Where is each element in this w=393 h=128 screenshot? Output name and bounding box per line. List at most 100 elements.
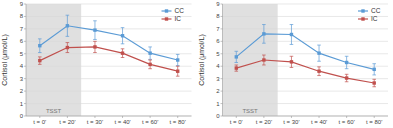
error-bar: [66, 15, 70, 36]
point: [176, 70, 179, 73]
error-cap: [93, 52, 97, 53]
point: [317, 70, 320, 73]
point: [373, 81, 376, 84]
error-cap: [38, 52, 42, 53]
point: [345, 76, 348, 79]
error-bar: [290, 25, 294, 45]
annotation: TSST: [242, 108, 258, 114]
point: [290, 60, 293, 63]
y-tick-label: 3: [20, 76, 24, 82]
error-cap: [176, 66, 180, 67]
error-cap: [66, 36, 70, 37]
error-cap: [262, 43, 266, 44]
y-tick-label: 5: [20, 51, 24, 57]
grid-line: [26, 103, 192, 104]
grid-line: [223, 16, 389, 17]
series-line: [236, 34, 374, 69]
error-cap: [234, 51, 238, 52]
point: [262, 32, 265, 35]
error-cap: [148, 59, 152, 60]
error-cap: [38, 38, 42, 39]
x-tick: [67, 116, 68, 118]
legend: CCIC: [358, 7, 381, 22]
x-tick-label: t = 0': [33, 119, 46, 125]
error-cap: [372, 79, 376, 80]
x-tick: [122, 116, 123, 118]
error-cap: [66, 15, 70, 16]
point: [93, 45, 96, 48]
error-bar: [262, 55, 266, 65]
tsst-band: [26, 4, 81, 116]
point: [66, 24, 69, 27]
y-axis: [26, 4, 27, 116]
y-tick-label: 1: [216, 101, 220, 107]
error-bar: [372, 64, 376, 75]
error-cap: [93, 41, 97, 42]
error-cap: [345, 68, 349, 69]
y-tick-label: 3: [216, 76, 220, 82]
error-cap: [176, 54, 180, 55]
plot-area: [234, 25, 376, 87]
x-tick: [177, 116, 178, 118]
error-cap: [38, 64, 42, 65]
x-tick-label: t = 20': [256, 119, 272, 125]
legend-marker: [361, 9, 364, 12]
error-cap: [234, 62, 238, 63]
point: [317, 51, 320, 54]
x-axis: [223, 116, 389, 117]
y-tick-label: 8: [20, 13, 24, 19]
grid-line: [26, 116, 192, 117]
error-cap: [317, 61, 321, 62]
error-cap: [372, 63, 376, 64]
y-tick-label: 7: [20, 26, 24, 32]
grid-line: [26, 16, 192, 17]
y-tick-label: 0: [20, 113, 24, 119]
error-cap: [372, 86, 376, 87]
x-axis: [26, 116, 192, 117]
error-cap: [148, 68, 152, 69]
legend-label: CC: [371, 7, 381, 14]
error-cap: [121, 27, 125, 28]
error-cap: [372, 74, 376, 75]
series-line: [40, 47, 178, 71]
legend: CCIC: [162, 7, 185, 22]
y-axis-label: Cortisol (μmol/L): [198, 34, 206, 86]
y-tick-label: 4: [216, 63, 220, 69]
y-tick-label: 1: [20, 101, 24, 107]
x-tick: [291, 116, 292, 118]
y-tick-label: 9: [20, 1, 24, 7]
error-cap: [262, 24, 266, 25]
error-cap: [290, 44, 294, 45]
error-bar: [290, 56, 294, 67]
y-tick-label: 4: [20, 63, 24, 69]
x-tick: [39, 116, 40, 118]
point: [121, 51, 124, 54]
x-tick-label: t = 30': [87, 119, 103, 125]
grid-line: [26, 91, 192, 92]
point: [66, 46, 69, 49]
error-bar: [38, 39, 42, 53]
point: [148, 63, 151, 66]
legend-marker: [165, 17, 168, 20]
error-cap: [317, 66, 321, 67]
error-bar: [345, 56, 349, 68]
error-bar: [38, 57, 42, 64]
grid-line: [223, 78, 389, 79]
grid-line: [223, 41, 389, 42]
point: [290, 33, 293, 36]
point: [176, 58, 179, 61]
y-tick-label: 6: [216, 38, 220, 44]
error-cap: [93, 39, 97, 40]
error-cap: [121, 43, 125, 44]
series-line: [236, 60, 374, 83]
error-cap: [290, 67, 294, 68]
annotation: TSST: [46, 108, 62, 114]
error-cap: [262, 64, 266, 65]
x-tick-label: t = 40': [114, 119, 130, 125]
error-bar: [93, 41, 97, 52]
x-tick-label: t = 30': [283, 119, 299, 125]
error-bar: [234, 51, 238, 62]
error-cap: [234, 64, 238, 65]
y-tick-label: 5: [216, 51, 220, 57]
point: [262, 58, 265, 61]
